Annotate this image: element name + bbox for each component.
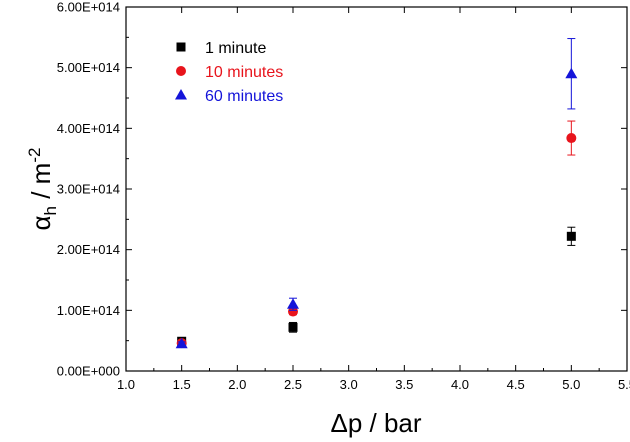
y-axis-title: αh / m-2 [25, 148, 60, 231]
x-tick-label: 4.5 [507, 377, 525, 392]
x-tick-label: 3.0 [340, 377, 358, 392]
legend-marker [176, 66, 186, 76]
y-tick-label: 0.00E+000 [57, 364, 120, 379]
y-axis-title-superscript: -2 [25, 148, 44, 163]
y-tick-label: 5.00E+014 [57, 60, 120, 75]
y-tick-label: 6.00E+014 [57, 0, 120, 15]
legend: 1 minute 10 minutes 60 minutes [175, 40, 283, 105]
x-tick-label: 2.0 [228, 377, 246, 392]
data-point [566, 231, 576, 241]
legend-label: 1 minute [205, 40, 266, 57]
legend-marker [175, 89, 187, 100]
y-tick-label: 1.00E+014 [57, 303, 120, 318]
data-point [287, 298, 299, 309]
data-marks [175, 38, 578, 349]
x-tick-label: 5.0 [562, 377, 580, 392]
x-tick-label: 4.0 [451, 377, 469, 392]
data-point [288, 306, 298, 317]
legend-label: 10 minutes [205, 64, 283, 81]
data-point [566, 133, 577, 144]
x-tick-label: 1.5 [173, 377, 191, 392]
legend-marker [176, 42, 186, 52]
y-axis-title-subscript: h [41, 206, 60, 215]
x-tick-label: 1.0 [117, 377, 135, 392]
x-axis-title: Δp / bar [330, 408, 421, 438]
plot-frame [125, 6, 628, 372]
x-tick-label: 2.5 [284, 377, 302, 392]
y-tick-label: 3.00E+014 [57, 182, 120, 197]
legend-label: 60 minutes [205, 88, 283, 105]
y-axis-title-unit: / m [26, 163, 56, 206]
x-tick-label: 5.5 [618, 377, 630, 392]
data-point [175, 337, 188, 349]
y-axis-title-symbol: α [26, 215, 56, 230]
y-tick-label: 2.00E+014 [57, 242, 120, 257]
axis-ticks: 1.0 1.5 2.0 2.5 3.0 3.5 4.0 4.5 5.0 5.5 0.00E+000 1… [57, 0, 630, 392]
y-tick-label: 4.00E+014 [57, 121, 120, 136]
data-point [288, 322, 298, 332]
x-tick-label: 3.5 [395, 377, 413, 392]
data-point [565, 67, 578, 79]
